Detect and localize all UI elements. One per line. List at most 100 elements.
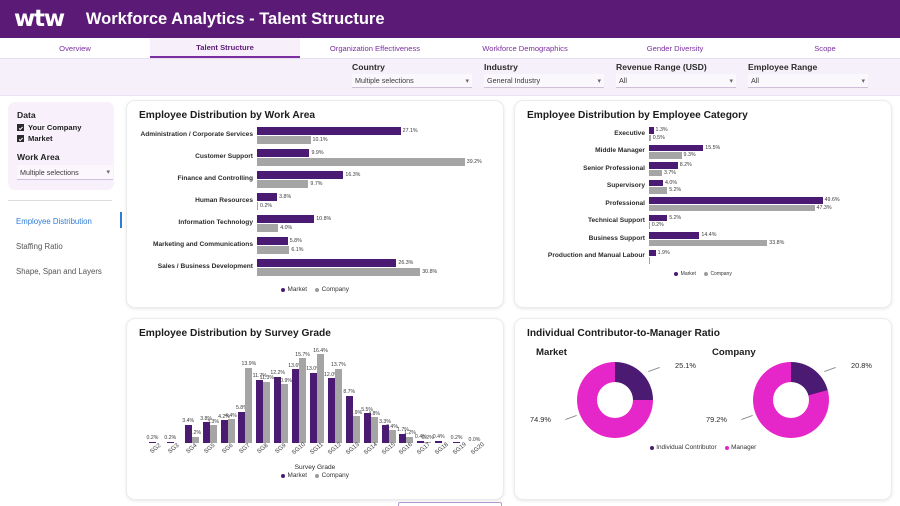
bar-market[interactable]: 3.4% xyxy=(182,418,194,443)
bar-market[interactable]: 5.8% xyxy=(257,237,491,245)
tab-organization-effectiveness[interactable]: Organization Effectiveness xyxy=(300,38,450,58)
bar-company[interactable]: 4.4% xyxy=(225,413,237,443)
category-label: Human Resources xyxy=(195,197,253,205)
bar-market[interactable]: 3.8% xyxy=(257,193,491,201)
bar-market[interactable]: 1.9% xyxy=(649,249,879,256)
sidebar-item-shape-span-and-layers[interactable]: Shape, Span and Layers xyxy=(8,259,122,284)
bar-value-label: 1.3% xyxy=(655,127,668,134)
bar-company[interactable]: 13.7% xyxy=(331,362,346,443)
sidebar-item-employee-distribution[interactable]: Employee Distribution xyxy=(8,209,122,234)
bar-company[interactable]: 5.2% xyxy=(649,187,879,194)
chart-title: Employee Distribution by Employee Catego… xyxy=(527,110,748,121)
bar-market[interactable]: 15.5% xyxy=(649,144,879,151)
bar-market[interactable]: 5.5% xyxy=(361,407,373,443)
tab-talent-structure[interactable]: Talent Structure xyxy=(150,38,300,58)
bar-company[interactable]: 4.8% xyxy=(368,411,380,443)
bar-market[interactable]: 0.4% xyxy=(415,434,427,443)
category-label: Information Technology xyxy=(178,219,253,227)
tab-workforce-demographics[interactable]: Workforce Demographics xyxy=(450,38,600,58)
wtw-logo: wtw xyxy=(14,6,65,32)
bar-company[interactable]: 11.3% xyxy=(260,375,274,443)
bar-market[interactable]: 1.3% xyxy=(649,127,879,134)
chart-row: Business Support 14.4% 33.8% xyxy=(527,232,879,246)
bar-company[interactable]: 0.2% xyxy=(649,222,879,229)
bar-market[interactable]: 3.8% xyxy=(200,416,212,443)
panel-survey-grade: Employee Distribution by Survey Grade 0.… xyxy=(126,318,504,500)
bar-market[interactable]: 0.2% xyxy=(147,435,158,443)
bar-group: 0.2% xyxy=(147,345,165,443)
bar-company[interactable]: 10.1% xyxy=(257,136,491,144)
legend-dot-icon xyxy=(281,287,286,292)
bar-company[interactable]: 33.8% xyxy=(649,239,879,246)
checkbox-market[interactable]: Market xyxy=(17,134,105,143)
bar-company[interactable]: 4.0% xyxy=(257,224,491,232)
bar-company[interactable]: 0.2% xyxy=(257,202,491,210)
bar-market[interactable]: 9.9% xyxy=(257,149,491,157)
bar-market[interactable]: 0.2% xyxy=(451,435,462,443)
bar-company[interactable]: 3.3% xyxy=(207,419,219,443)
bar-market[interactable]: 8.2% xyxy=(649,162,879,169)
bar-group: 5.5% 4.8% xyxy=(361,345,380,443)
tab-gender-diversity[interactable]: Gender Diversity xyxy=(600,38,750,58)
bar-company[interactable]: 30.8% xyxy=(257,268,491,276)
bar-company[interactable]: 1.2% xyxy=(404,430,416,443)
checkbox-icon[interactable] xyxy=(17,124,24,131)
bar-market[interactable]: 10.8% xyxy=(257,215,491,223)
bar-market[interactable]: 27.1% xyxy=(257,127,491,135)
bar-company[interactable]: 10.9% xyxy=(277,378,292,443)
bar-company[interactable]: 3.7% xyxy=(649,169,879,176)
bar-company[interactable]: 16.4% xyxy=(313,348,328,443)
filter-select[interactable]: All ▾ xyxy=(748,74,868,88)
bar-market[interactable]: 5.8% xyxy=(236,405,248,443)
checkbox-your-company[interactable]: Your Company xyxy=(17,123,105,132)
checkbox-icon[interactable] xyxy=(17,135,24,142)
bar-market[interactable]: 11.7% xyxy=(253,373,267,443)
bar-company[interactable]: 6.1% xyxy=(257,246,491,254)
work-area-select[interactable]: Multiple selections ▾ xyxy=(17,165,113,180)
bar-market[interactable]: 13.0% xyxy=(306,366,321,443)
bar-company[interactable]: 47.3% xyxy=(649,204,879,211)
bar-market[interactable]: 14.4% xyxy=(649,232,879,239)
bar-company[interactable]: 0.2% xyxy=(422,435,434,443)
bar-company[interactable]: 1.2% xyxy=(189,430,201,443)
bar-company[interactable]: 0.5% xyxy=(649,134,879,141)
chart-row: Administration / Corporate Services 27.1%… xyxy=(139,127,491,144)
bar-company[interactable]: 4.9% xyxy=(350,410,362,443)
bar-company[interactable] xyxy=(649,257,879,264)
bar-company[interactable]: 13.9% xyxy=(242,361,256,443)
bar-market[interactable]: 5.2% xyxy=(649,214,879,221)
bar-market[interactable]: 16.3% xyxy=(257,171,491,179)
bar-company[interactable]: 39.2% xyxy=(257,158,491,166)
bar-market[interactable]: 0.2% xyxy=(164,435,176,443)
filter-select[interactable]: General Industry ▾ xyxy=(484,74,604,88)
bar-market[interactable]: 12.0% xyxy=(324,372,339,443)
legend-company: Company xyxy=(315,472,349,479)
bar-company[interactable]: 2.4% xyxy=(386,424,398,443)
tab-scope[interactable]: Scope xyxy=(750,38,900,58)
sidebar: Data Your Company Market Work Area Multi… xyxy=(0,96,122,506)
bar-market[interactable]: 26.3% xyxy=(257,259,491,267)
bar-market[interactable]: 13.6% xyxy=(288,363,303,443)
donut-ring[interactable] xyxy=(753,362,829,438)
filter-select[interactable]: Multiple selections ▾ xyxy=(352,74,472,88)
bar-company[interactable]: 9.7% xyxy=(257,180,491,188)
bar-market[interactable]: 8.7% xyxy=(343,389,355,443)
bar-company[interactable]: 15.7% xyxy=(295,352,310,443)
donut-ring[interactable] xyxy=(577,362,653,438)
bar-market[interactable]: 12.2% xyxy=(270,370,285,443)
bar-market[interactable]: 49.6% xyxy=(649,197,879,204)
bar-market[interactable]: 4.0% xyxy=(649,179,879,186)
bar-market[interactable]: 1.7% xyxy=(397,427,409,443)
filter-select[interactable]: All ▾ xyxy=(616,74,736,88)
x-tick-label: SG7 xyxy=(238,442,252,456)
tab-overview[interactable]: Overview xyxy=(0,38,150,58)
filter-employee-range: Employee Range All ▾ xyxy=(748,59,880,88)
bar-market[interactable]: 4.2% xyxy=(218,414,230,443)
bar-fill xyxy=(257,171,344,179)
chart-row: Middle Manager 15.5% 9.3% xyxy=(527,144,879,159)
bar-market[interactable]: 3.3% xyxy=(379,419,391,443)
sidebar-item-label: Employee Distribution xyxy=(16,217,92,226)
bar-company[interactable]: 9.3% xyxy=(649,152,879,159)
bar-market[interactable]: 0.4% xyxy=(433,434,445,443)
sidebar-item-staffing-ratio[interactable]: Staffing Ratio xyxy=(8,234,122,259)
